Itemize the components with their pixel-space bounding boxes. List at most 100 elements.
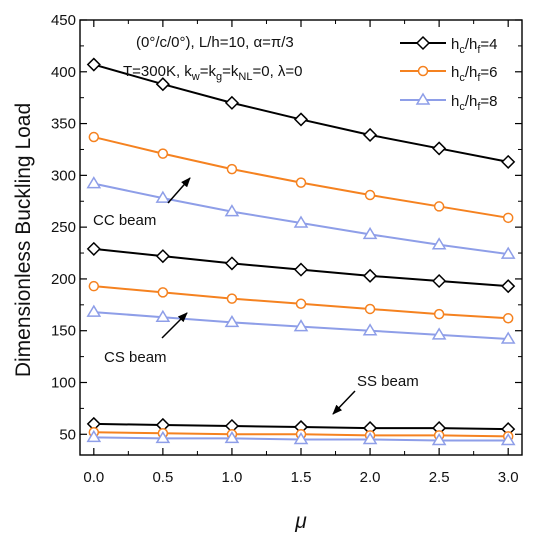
data-point-triangle: [362, 323, 378, 336]
data-point-diamond: [432, 273, 447, 289]
legend-marker-diamond: [415, 35, 431, 51]
plot-frame: [79, 19, 523, 456]
data-point-diamond: [501, 279, 516, 294]
cc-beam-arrow: [167, 177, 191, 204]
x-tick-label: 1.0: [222, 469, 243, 486]
series-ss-triangle: [86, 429, 516, 446]
legend-label-1: hc/hf=4: [451, 36, 498, 56]
data-point-triangle: [86, 304, 102, 317]
data-point-triangle: [362, 226, 378, 240]
data-point-circle: [88, 131, 100, 143]
data-point-diamond: [432, 141, 447, 156]
data-point-circle: [295, 298, 307, 310]
data-point-diamond: [293, 112, 309, 127]
data-point-triangle: [500, 246, 516, 259]
cs-beam-arrow: [161, 312, 188, 339]
data-point-circle: [157, 287, 169, 298]
legend-entry-1: hc/hf=4: [400, 35, 498, 56]
data-point-diamond: [501, 154, 516, 169]
legend-entry-3: hc/hf=8: [400, 92, 498, 113]
y-tick-label: 50: [59, 426, 76, 443]
data-point-triangle: [293, 215, 309, 228]
data-point-circle: [502, 212, 514, 224]
x-axis-title: μ: [294, 510, 307, 533]
y-tick-label: 300: [51, 167, 76, 184]
parameter-annotation-line2: T=300K, kw=kg=kNL=0, λ=0: [123, 63, 303, 83]
data-point-circle: [157, 148, 169, 159]
data-point-triangle: [362, 432, 378, 445]
series-cs-diamond: [86, 241, 516, 294]
ss-beam-arrow: [332, 390, 356, 415]
param-text-b: =k: [200, 63, 217, 80]
data-point-triangle: [500, 331, 516, 344]
series-cc-diamond: [86, 57, 516, 169]
data-point-circle: [226, 293, 238, 304]
data-point-triangle: [431, 327, 447, 340]
data-point-diamond: [363, 268, 378, 283]
legend-marker-triangle: [415, 92, 431, 105]
ticks-layer: 50 100 150 200 250 300 350 400 450 0.0 0.5 1.0 1.5 2.…: [51, 12, 522, 486]
x-tick-label: 0.5: [152, 469, 173, 486]
legend-label-3: hc/hf=8: [451, 93, 498, 113]
data-point-triangle: [224, 204, 240, 217]
data-point-diamond: [86, 57, 101, 72]
data-point-diamond: [86, 241, 101, 256]
data-point-circle: [502, 313, 514, 324]
x-tick-label: 1.5: [291, 469, 312, 486]
legend: hc/hf=4 hc/hf=6 hc/hf=8: [400, 35, 498, 113]
x-tick-label: 2.0: [360, 469, 381, 486]
series-layer: [86, 57, 516, 446]
x-tick-label: 0.0: [83, 469, 104, 486]
data-point-triangle: [86, 429, 102, 443]
data-point-triangle: [431, 237, 447, 250]
parameter-annotation-line1: (0°/c/0°), L/h=10, α=π/3: [136, 34, 294, 51]
data-point-triangle: [500, 433, 516, 446]
cc-beam-label: CC beam: [93, 212, 156, 229]
legend-marker-circle: [417, 65, 429, 77]
param-text-a: T=300K, k: [123, 63, 192, 80]
data-point-triangle: [431, 433, 447, 446]
y-tick-label: 350: [51, 116, 76, 133]
param-sub-w: w: [191, 71, 200, 83]
series-cc-triangle: [86, 176, 516, 259]
data-point-triangle: [293, 319, 309, 332]
param-text-c: =k: [222, 63, 239, 80]
y-tick-label: 250: [51, 219, 76, 236]
y-tick-label: 150: [51, 323, 76, 340]
data-point-triangle: [155, 309, 171, 322]
data-point-diamond: [224, 95, 239, 110]
data-point-circle: [295, 177, 307, 188]
data-point-triangle: [86, 176, 102, 189]
data-point-diamond: [155, 249, 170, 264]
param-sub-g: g: [216, 71, 222, 83]
data-point-diamond: [155, 77, 170, 92]
data-point-circle: [364, 189, 376, 201]
param-text-d: =0, λ=0: [252, 63, 302, 80]
param-sub-nl: NL: [238, 71, 252, 83]
data-point-circle: [226, 163, 238, 175]
ss-beam-label: SS beam: [357, 373, 419, 390]
x-tick-label: 3.0: [498, 469, 519, 486]
legend-label-2: hc/hf=6: [451, 64, 498, 84]
data-point-circle: [364, 303, 376, 315]
data-point-diamond: [363, 127, 378, 143]
cs-beam-label: CS beam: [104, 349, 167, 366]
data-point-diamond: [293, 262, 309, 277]
y-tick-label: 450: [51, 12, 76, 29]
data-point-circle: [88, 280, 100, 292]
series-cc-circle: [88, 131, 514, 224]
data-point-circle: [433, 201, 445, 212]
y-tick-label: 400: [51, 64, 76, 81]
data-point-triangle: [224, 430, 240, 444]
data-point-triangle: [155, 430, 171, 444]
y-tick-label: 200: [51, 271, 76, 288]
y-tick-label: 100: [51, 375, 76, 392]
y-axis-title: Dimensionless Buckling Load: [12, 103, 35, 377]
legend-entry-2: hc/hf=6: [400, 64, 498, 84]
series-cs-triangle: [86, 304, 516, 344]
data-point-circle: [433, 308, 445, 320]
series-cs-circle: [88, 280, 514, 324]
data-point-triangle: [224, 314, 240, 328]
x-tick-label: 2.5: [429, 469, 450, 486]
